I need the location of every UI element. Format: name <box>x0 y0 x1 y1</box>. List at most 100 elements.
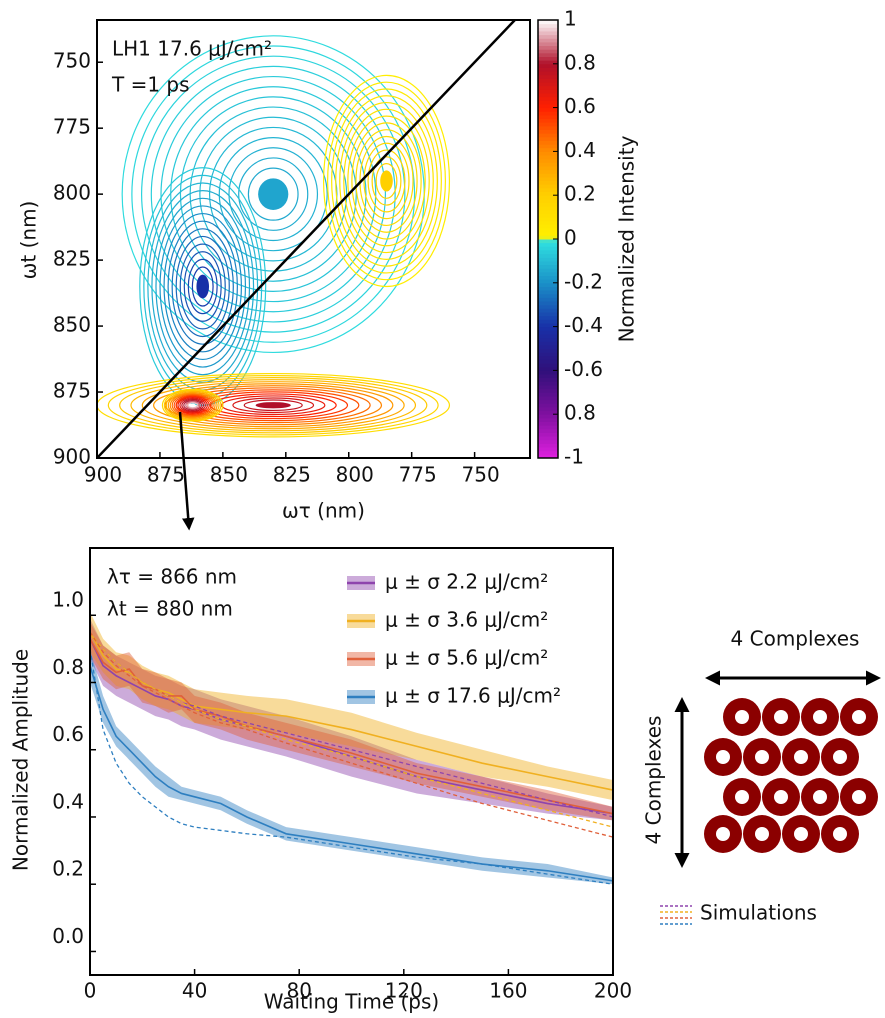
colorbar-cell <box>538 414 558 418</box>
colorbar-cell <box>538 221 558 225</box>
peak <box>190 404 196 407</box>
colorbar-cell <box>538 38 558 42</box>
colorbar-cell <box>538 184 558 188</box>
colorbar-cell <box>538 93 558 97</box>
x-tick-label: 750 <box>462 463 500 487</box>
colorbar-cell <box>538 71 558 75</box>
colorbar-tick-label: 0.8 <box>564 401 596 425</box>
colorbar-tick-label: 1 <box>564 7 577 31</box>
colorbar-tick-label: 0.6 <box>564 94 596 118</box>
legend-label: μ ± σ 17.6 μJ/cm² <box>385 684 561 708</box>
colorbar-cell <box>538 389 558 393</box>
colorbar-cell <box>538 319 558 323</box>
complex-hole <box>794 827 808 841</box>
colorbar-cell <box>538 257 558 261</box>
colorbar-cell <box>538 35 558 39</box>
x-tick-label: 850 <box>210 463 248 487</box>
colorbar-cell <box>538 327 558 331</box>
colorbar-cell <box>538 370 558 374</box>
complex-hole <box>852 790 866 804</box>
y-axis-label: ωt (nm) <box>17 201 41 280</box>
complex-hole <box>813 790 827 804</box>
colorbar-cell <box>538 440 558 444</box>
x-axis-label: ωτ (nm) <box>282 499 365 523</box>
complex-hole <box>833 750 847 764</box>
colorbar-cell <box>538 246 558 250</box>
x-tick-label: 40 <box>182 979 207 1003</box>
colorbar-cell <box>538 86 558 90</box>
colorbar-cell <box>538 159 558 163</box>
colorbar-cell <box>538 425 558 429</box>
colorbar-tick-label: 0.2 <box>564 182 596 206</box>
x-tick-label: 875 <box>147 463 185 487</box>
colorbar-cell <box>538 119 558 123</box>
colorbar-cell <box>538 89 558 93</box>
y-tick-label: 900 <box>53 445 91 469</box>
contour-panel: 9008758508258007757507507758008258508759… <box>17 7 639 523</box>
colorbar-cell <box>538 268 558 272</box>
colorbar-cell <box>538 67 558 71</box>
legend-label: μ ± σ 2.2 μJ/cm² <box>385 570 548 594</box>
colorbar-cell <box>538 126 558 130</box>
complex-hole <box>716 827 730 841</box>
colorbar-cell <box>538 82 558 86</box>
x-tick-label: 0 <box>84 979 97 1003</box>
colorbar-cell <box>538 144 558 148</box>
colorbar-cell <box>538 418 558 422</box>
x-axis-label: Waiting Time (ps) <box>264 990 439 1014</box>
colorbar-tick-label: 0.4 <box>564 138 596 162</box>
colorbar-cell <box>538 451 558 455</box>
colorbar-cell <box>538 392 558 396</box>
colorbar-cell <box>538 57 558 61</box>
colorbar-cell <box>538 286 558 290</box>
colorbar-cell <box>538 206 558 210</box>
colorbar-cell <box>538 374 558 378</box>
colorbar-cell <box>538 436 558 440</box>
colorbar-cell <box>538 100 558 104</box>
x-tick-label: 160 <box>489 979 527 1003</box>
colorbar-tick-label: -0.2 <box>564 269 603 293</box>
colorbar-tick-label: 0.8 <box>564 50 596 74</box>
colorbar-cell <box>538 75 558 79</box>
y-tick-label: 850 <box>53 313 91 337</box>
colorbar-cell <box>538 422 558 426</box>
colorbar-cell <box>538 173 558 177</box>
colorbar-cell <box>538 407 558 411</box>
complex-grid <box>704 698 878 853</box>
y-tick-label: 0.8 <box>52 655 84 679</box>
colorbar-cell <box>538 400 558 404</box>
x-tick-label: 775 <box>399 463 437 487</box>
colorbar-cell <box>538 122 558 126</box>
complex-hole <box>833 827 847 841</box>
colorbar-cell <box>538 297 558 301</box>
colorbar-cell <box>538 432 558 436</box>
colorbar-cell <box>538 403 558 407</box>
colorbar-cell <box>538 341 558 345</box>
colorbar-cell <box>538 78 558 82</box>
colorbar-cell <box>538 250 558 254</box>
colorbar-cell <box>538 243 558 247</box>
y-axis-label: Normalized Amplitude <box>9 649 33 871</box>
line-panel: 040801201602000.00.20.40.60.81.0Waiting … <box>9 548 633 1014</box>
colorbar-cell <box>538 199 558 203</box>
colorbar-cell <box>538 396 558 400</box>
colorbar-cell <box>538 228 558 232</box>
y-tick-label: 875 <box>53 379 91 403</box>
colorbar-cell <box>538 338 558 342</box>
colorbar-cell <box>538 24 558 28</box>
complex-hole <box>735 710 749 724</box>
complex-hole <box>755 827 769 841</box>
y-tick-label: 800 <box>53 181 91 205</box>
colorbar-tick-label: -0.4 <box>564 313 603 337</box>
annotation: λτ = 866 nm <box>107 565 237 589</box>
peak <box>256 402 291 408</box>
colorbar-cell <box>538 272 558 276</box>
colorbar-cell <box>538 151 558 155</box>
x-tick-label: 825 <box>273 463 311 487</box>
colorbar-cell <box>538 345 558 349</box>
complex-hole <box>813 710 827 724</box>
colorbar-cell <box>538 140 558 144</box>
colorbar-cell <box>538 276 558 280</box>
colorbar-cell <box>538 115 558 119</box>
